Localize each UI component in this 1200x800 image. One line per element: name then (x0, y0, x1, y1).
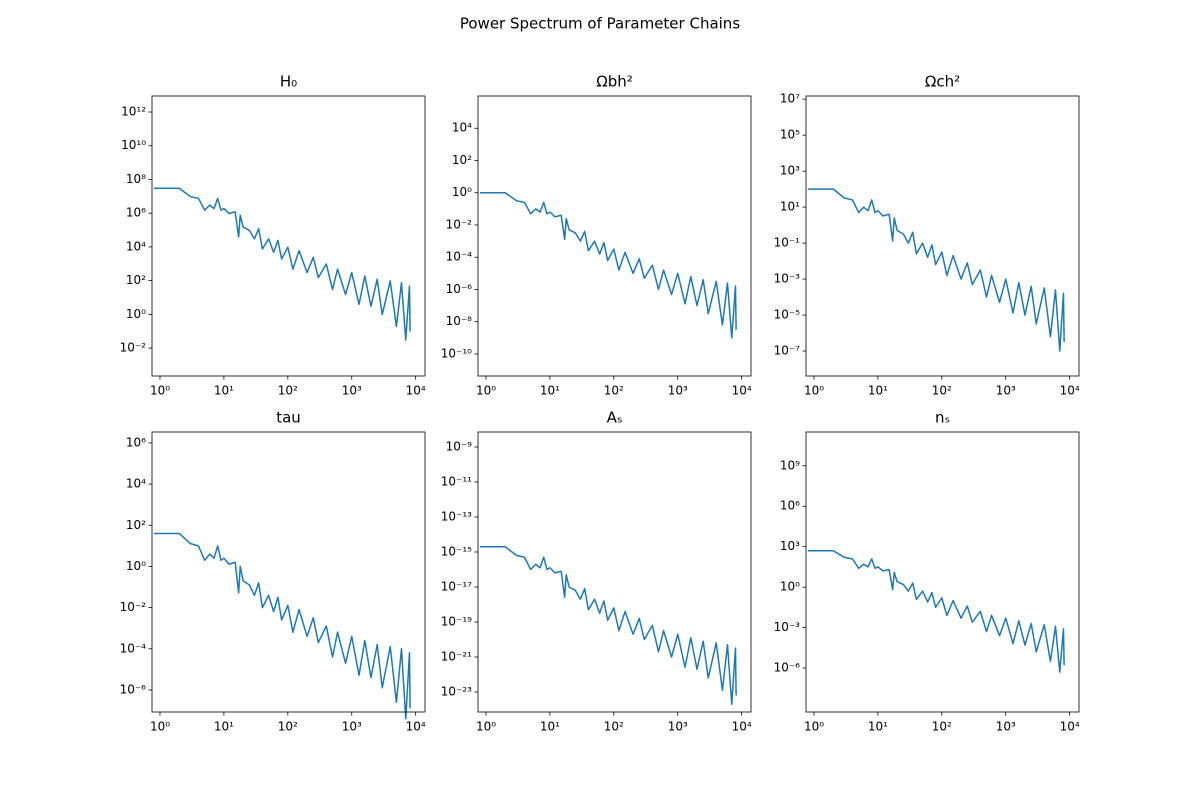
y-tick-label: 10⁰ (452, 185, 472, 199)
y-tick-label: 10³ (780, 539, 800, 553)
x-tick-label: 10⁰ (150, 720, 170, 734)
figure-title: Power Spectrum of Parameter Chains (460, 15, 740, 33)
y-tick-label: 10⁰ (126, 307, 146, 321)
y-tick-label: 10⁻¹⁰ (441, 346, 472, 360)
axes-title: Ωch² (925, 73, 960, 91)
axes-title: nₛ (935, 409, 950, 427)
x-tick-label: 10⁰ (476, 720, 496, 734)
spectrum-line (479, 191, 737, 339)
y-tick-label: 10⁻³ (774, 272, 801, 286)
y-tick-label: 10⁻⁶ (446, 282, 473, 296)
x-tick-label: 10³ (668, 720, 688, 734)
y-tick-label: 10⁷ (780, 92, 800, 106)
x-tick-label: 10² (604, 384, 624, 398)
spectrum-line (479, 545, 737, 705)
y-tick-label: 10² (126, 273, 146, 287)
axes-frame (477, 95, 752, 377)
y-tick-label: 10⁴ (452, 121, 472, 135)
x-tick-label: 10² (278, 720, 298, 734)
x-tick-label: 10³ (342, 384, 362, 398)
y-tick-label: 10⁻²³ (441, 685, 472, 699)
y-tick-label: 10⁻¹⁹ (441, 615, 472, 629)
y-tick-label: 10⁴ (126, 239, 146, 253)
y-tick-label: 10⁶ (126, 206, 146, 220)
x-tick-label: 10² (604, 720, 624, 734)
axes-title: Ωbh² (596, 73, 633, 91)
axes-title: tau (276, 409, 301, 427)
axes-title: H₀ (280, 73, 297, 91)
y-tick-label: 10⁵ (780, 128, 800, 142)
x-tick-label: 10³ (342, 720, 362, 734)
y-tick-label: 10⁻¹⁵ (441, 545, 472, 559)
y-tick-label: 10⁻⁷ (774, 344, 801, 358)
y-tick-label: 10⁻⁴ (446, 250, 473, 264)
y-tick-label: 10¹ (780, 200, 800, 214)
y-tick-label: 10⁸ (126, 172, 146, 186)
spectrum-line (807, 188, 1065, 352)
y-tick-label: 10¹² (121, 105, 146, 119)
y-tick-label: 10⁻²¹ (441, 650, 472, 664)
x-tick-label: 10⁴ (732, 384, 752, 398)
y-tick-label: 10⁻⁴ (120, 641, 147, 655)
y-tick-label: 10⁻¹¹ (441, 475, 472, 489)
x-tick-label: 10⁴ (1060, 384, 1080, 398)
axes-frame (151, 431, 426, 713)
y-tick-label: 10⁶ (126, 435, 146, 449)
spectrum-line (153, 187, 411, 341)
y-tick-label: 10² (452, 153, 472, 167)
axes-frame (477, 431, 752, 713)
y-tick-label: 10⁻² (446, 217, 473, 231)
x-tick-label: 10³ (996, 384, 1016, 398)
y-tick-label: 10⁻¹⁷ (441, 580, 472, 594)
x-tick-label: 10² (932, 384, 952, 398)
x-tick-label: 10³ (668, 384, 688, 398)
x-tick-label: 10² (278, 384, 298, 398)
y-tick-label: 10³ (780, 164, 800, 178)
spectrum-line (153, 532, 411, 720)
y-tick-label: 10⁻² (120, 600, 147, 614)
y-tick-label: 10⁶ (780, 499, 800, 513)
x-tick-label: 10⁰ (804, 720, 824, 734)
x-tick-label: 10¹ (540, 384, 560, 398)
x-tick-label: 10¹ (868, 384, 888, 398)
y-tick-label: 10⁻⁶ (774, 661, 801, 675)
x-tick-label: 10⁴ (406, 384, 426, 398)
x-tick-label: 10¹ (214, 720, 234, 734)
x-tick-label: 10³ (996, 720, 1016, 734)
x-tick-label: 10⁴ (1060, 720, 1080, 734)
y-tick-label: 10⁴ (126, 477, 146, 491)
x-tick-label: 10⁰ (804, 384, 824, 398)
y-tick-label: 10⁻¹ (774, 236, 801, 250)
y-tick-label: 10⁻¹³ (441, 510, 472, 524)
x-tick-label: 10¹ (214, 384, 234, 398)
x-tick-label: 10⁰ (150, 384, 170, 398)
x-tick-label: 10² (932, 720, 952, 734)
x-tick-label: 10⁰ (476, 384, 496, 398)
y-tick-label: 10² (126, 518, 146, 532)
spectrum-line (807, 550, 1065, 673)
y-tick-label: 10⁻⁶ (120, 682, 147, 696)
y-tick-label: 10⁻⁵ (774, 308, 801, 322)
y-tick-label: 10⁰ (126, 559, 146, 573)
x-tick-label: 10⁴ (406, 720, 426, 734)
y-tick-label: 10⁰ (780, 580, 800, 594)
y-tick-label: 10⁻⁸ (446, 314, 473, 328)
x-tick-label: 10¹ (868, 720, 888, 734)
y-tick-label: 10⁻³ (774, 620, 801, 634)
y-tick-label: 10⁹ (780, 458, 800, 472)
axes-frame (805, 431, 1080, 713)
x-tick-label: 10¹ (540, 720, 560, 734)
y-tick-label: 10¹⁰ (121, 138, 146, 152)
y-tick-label: 10⁻² (120, 341, 147, 355)
axes-frame (805, 95, 1080, 377)
axes-title: Aₛ (607, 409, 623, 427)
y-tick-label: 10⁻⁹ (446, 440, 473, 454)
x-tick-label: 10⁴ (732, 720, 752, 734)
axes-frame (151, 95, 426, 377)
